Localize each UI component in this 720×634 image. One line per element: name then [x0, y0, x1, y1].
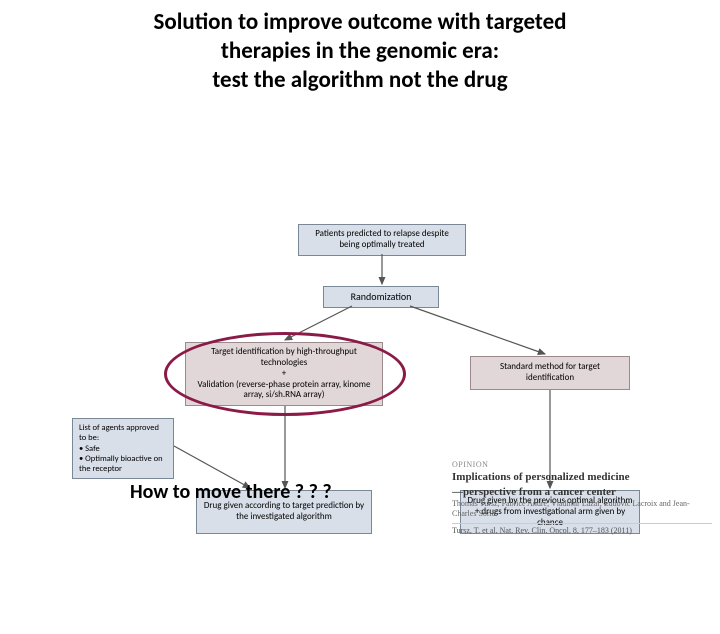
citation-ref: Tursz, T. et al. Nat. Rev. Clin. Oncol. …: [452, 526, 712, 536]
citation-title-1: Implications of personalized medicine: [452, 470, 712, 484]
box-lbot-text: Drug given according to target predictio…: [203, 501, 365, 523]
box-list-of-agents: List of agents approved to be: • Safe • …: [72, 418, 174, 479]
question-text: How to move there ? ? ?: [130, 480, 332, 504]
slide-title: Solution to improve outcome with targete…: [0, 0, 720, 94]
box-target-identification-hts: Target identification by high-throughput…: [185, 342, 383, 406]
title-line-2: therapies in the genomic era:: [40, 37, 680, 66]
citation-opinion: OPINION: [452, 460, 712, 470]
flowchart: Patients predicted to relapse despite be…: [0, 94, 720, 474]
agents-header: List of agents approved to be:: [79, 423, 167, 443]
citation-box: OPINION Implications of personalized med…: [452, 460, 712, 536]
box-patients-relapse: Patients predicted to relapse despite be…: [298, 224, 466, 256]
box-randomization-text: Randomization: [351, 291, 412, 303]
box-lmid-line3: Validation (reverse-phase protein array,…: [192, 380, 376, 402]
title-line-1: Solution to improve outcome with targete…: [40, 8, 680, 37]
box-patients-text: Patients predicted to relapse despite be…: [305, 229, 459, 251]
box-standard-method: Standard method for target identificatio…: [470, 356, 630, 390]
title-line-3: test the algorithm not the drug: [40, 66, 680, 95]
agents-item1: • Safe: [79, 444, 100, 454]
agents-item2: • Optimally bioactive on the receptor: [79, 454, 167, 474]
citation-title-2: —perspective from a cancer center: [452, 485, 712, 499]
box-randomization: Randomization: [323, 286, 439, 308]
citation-authors: Thomas Tursz, Fabrice André, Vladimir La…: [452, 499, 712, 520]
box-rmid-text: Standard method for target identificatio…: [477, 362, 623, 384]
box-lmid-line1: Target identification by high-throughput…: [192, 347, 376, 369]
